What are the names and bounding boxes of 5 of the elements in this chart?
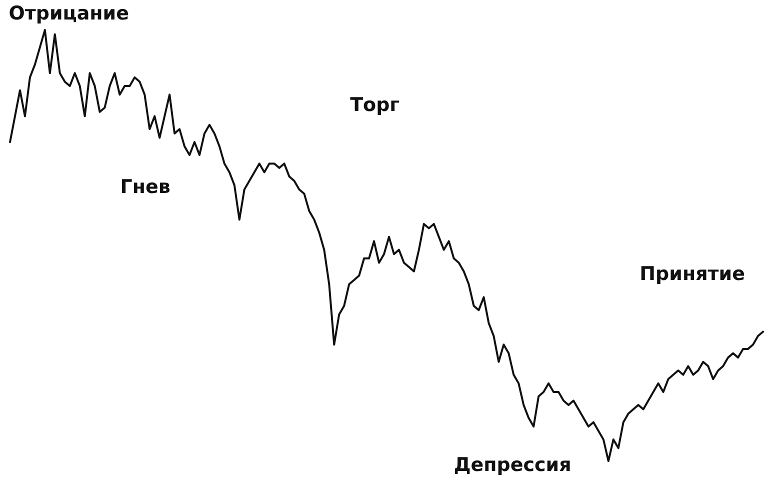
annotation: Депрессия xyxy=(454,454,572,476)
annotation: Торг xyxy=(350,94,400,116)
text: Отрицание xyxy=(8,2,130,24)
annotation: Гнев xyxy=(120,176,170,198)
annotation: Принятие xyxy=(640,263,746,286)
